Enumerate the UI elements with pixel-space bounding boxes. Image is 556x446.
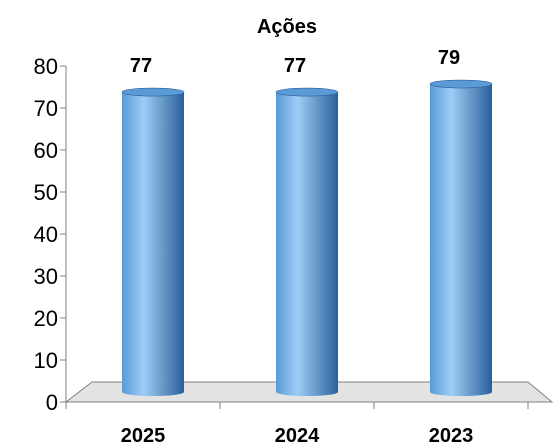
x-tick-label: 2023	[429, 425, 474, 446]
data-label: 77	[130, 55, 152, 77]
bar-top-cap	[121, 87, 185, 97]
bar-body	[276, 92, 338, 396]
y-tick-label: 50	[34, 180, 58, 205]
y-tick-label: 70	[34, 96, 58, 121]
bar-body	[430, 84, 492, 397]
y-tick-label: 10	[34, 348, 58, 373]
data-label: 79	[438, 47, 460, 69]
bar-top-cap	[429, 79, 493, 89]
bar	[121, 87, 185, 396]
bars	[121, 79, 493, 397]
y-tick-label: 60	[34, 138, 58, 163]
y-tick-label: 20	[34, 306, 58, 331]
bar	[429, 79, 493, 397]
data-labels: 77 77 79	[130, 47, 460, 77]
chart-title: Ações	[257, 16, 317, 38]
bar-body	[122, 92, 184, 396]
bar	[275, 87, 339, 396]
y-axis-ticks: 0 10 20 30 40 50 60 70 80	[34, 54, 66, 415]
y-tick-label: 30	[34, 264, 58, 289]
y-tick-label: 0	[46, 390, 58, 415]
x-tick-label: 2024	[275, 425, 320, 446]
y-tick-label: 40	[34, 222, 58, 247]
x-axis-ticks: 2025 2024 2023	[65, 402, 529, 446]
data-label: 77	[284, 55, 306, 77]
x-tick-label: 2025	[121, 425, 166, 446]
bar-top-cap	[275, 87, 339, 97]
y-tick-label: 80	[34, 54, 58, 79]
